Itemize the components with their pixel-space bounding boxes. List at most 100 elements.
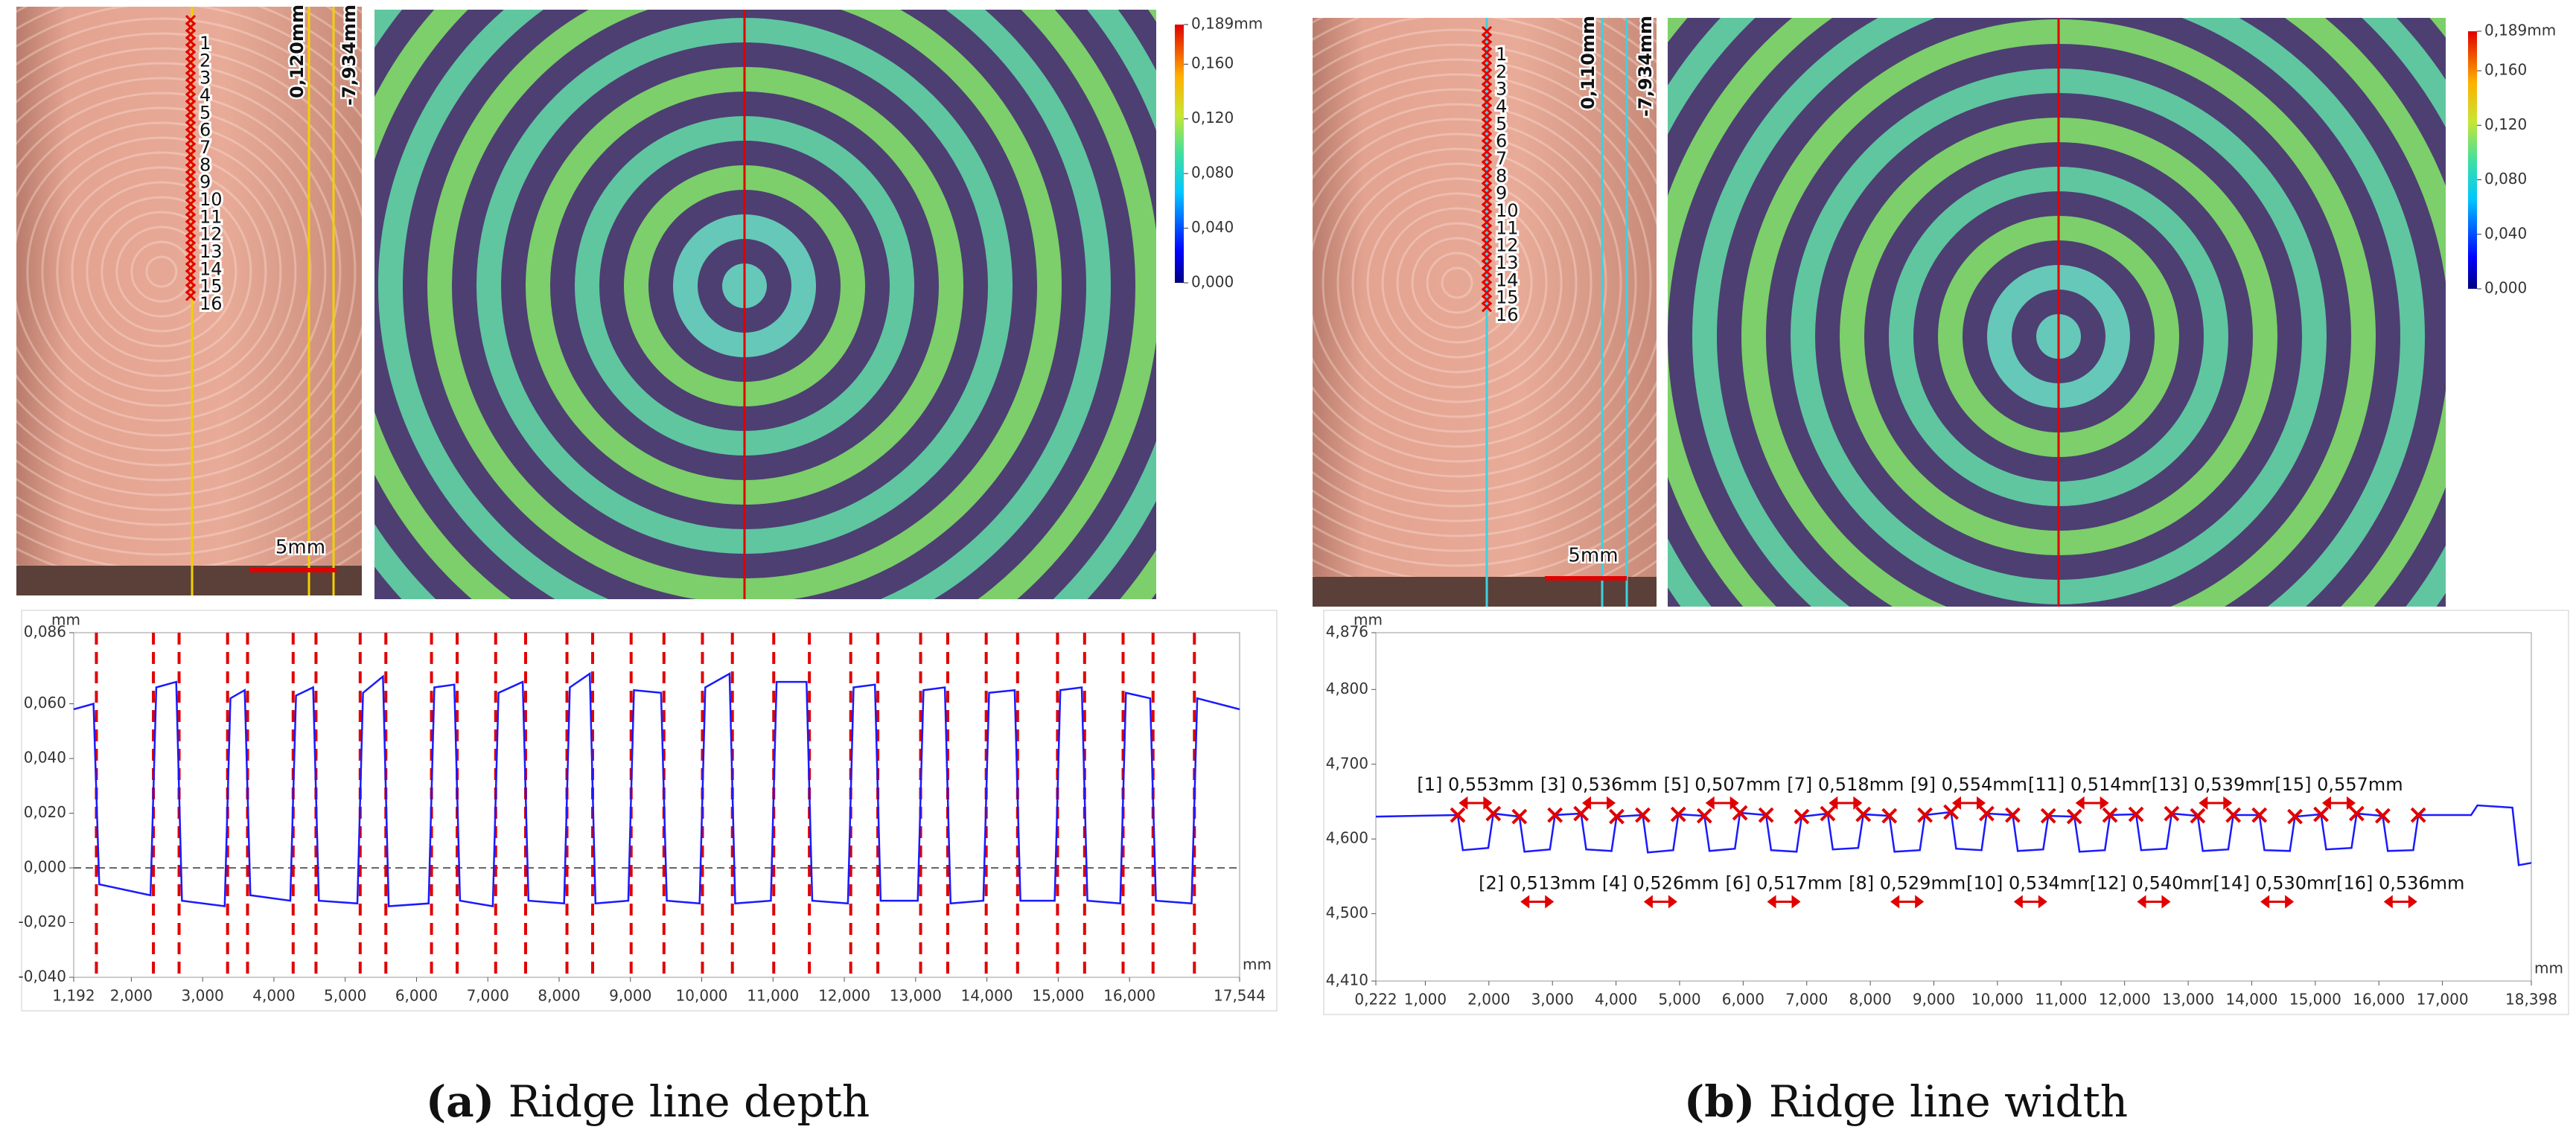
edge-marker — [1758, 807, 1774, 823]
width-arrow — [2075, 796, 2109, 810]
width-annotation: [13] 0,539mm — [2152, 774, 2280, 795]
edge-marker — [1450, 807, 1466, 823]
x-tick-label: 11,000 — [2035, 991, 2087, 1009]
point-label: 2 — [200, 50, 211, 71]
x-tick-label: 7,000 — [467, 987, 509, 1005]
y-tick-label: -0,040 — [19, 968, 66, 985]
point-label: 6 — [1496, 131, 1507, 152]
colorbar-label: 0,189mm — [1191, 15, 1263, 33]
x-tick-label: 11,000 — [747, 987, 799, 1005]
width-annotation: [1] 0,553mm — [1417, 774, 1534, 795]
colorbar-label: 0,160 — [2484, 61, 2527, 79]
x-tick-label: 9,000 — [609, 987, 651, 1005]
edge-marker — [1696, 808, 1712, 824]
caption: (a) Ridge line depth — [426, 1076, 870, 1127]
photo-ridge — [16, 47, 362, 496]
plot-area — [73, 632, 1240, 978]
chart-frame — [1323, 610, 2569, 1015]
colorbar-label: 0,189mm — [2484, 22, 2556, 39]
photo-ridge — [1313, 58, 1657, 508]
photo-ridge — [56, 166, 267, 377]
x-axis-unit: mm — [1243, 956, 1272, 974]
x-tick-label: 13,000 — [890, 987, 942, 1005]
photo-ridge — [1313, 88, 1652, 478]
edge-marker — [2313, 806, 2329, 822]
x-tick-label: 14,000 — [961, 987, 1013, 1005]
edge-marker — [2066, 808, 2082, 825]
width-arrow — [1767, 895, 1801, 909]
photo-ridge — [1313, 43, 1657, 523]
edge-marker — [2004, 807, 2021, 823]
x-tick-label: 13,000 — [2162, 991, 2214, 1009]
y-tick-label: 0,040 — [24, 749, 66, 767]
edge-marker — [2287, 808, 2303, 825]
photo-ridge — [1313, 118, 1622, 448]
edge-marker — [2102, 807, 2118, 823]
edge-marker — [1732, 805, 1748, 821]
width-arrow — [2199, 796, 2233, 810]
photo-ridge — [16, 7, 362, 541]
width-annotation: [16] 0,536mm — [2336, 872, 2464, 893]
width-arrow — [2383, 895, 2417, 909]
width-arrow — [2013, 895, 2047, 909]
point-label: 3 — [200, 68, 211, 89]
point-label: 10 — [200, 189, 223, 210]
y-tick-label: 0,020 — [24, 803, 66, 821]
photo-ridge — [16, 77, 357, 467]
offset-label: -7,934mm — [1635, 16, 1656, 117]
edge-marker — [1573, 805, 1590, 822]
photo-ridge — [16, 121, 312, 422]
photo-ridge — [1322, 147, 1593, 418]
edge-marker — [1670, 806, 1686, 822]
x-tick-label: 2,000 — [110, 987, 153, 1005]
point-label: 12 — [1496, 235, 1519, 256]
point-label: 11 — [200, 206, 223, 227]
photo-ridge — [115, 226, 208, 318]
edge-marker — [1794, 808, 1810, 825]
y-tick-label: 4,410 — [1326, 971, 1368, 989]
edge-marker — [2128, 806, 2144, 822]
colorbar-label: 0,120 — [1191, 109, 1234, 127]
offset-label: -7,934mm — [339, 4, 360, 106]
point-label: 1 — [1496, 44, 1507, 65]
y-tick-label: 4,600 — [1326, 829, 1368, 847]
y-axis-unit: mm — [1354, 611, 1383, 629]
point-marker — [185, 290, 197, 301]
width-annotation: [6] 0,517mm — [1725, 872, 1842, 893]
colorbar-label: 0,080 — [1191, 164, 1234, 182]
width-annotation: [4] 0,526mm — [1602, 872, 1719, 893]
point-label: 4 — [200, 85, 211, 106]
width-arrow — [1890, 895, 1925, 909]
photo-ridge — [1366, 192, 1548, 374]
photo-ridge — [1351, 177, 1563, 389]
edge-marker — [2251, 807, 2268, 823]
edge-marker — [1635, 807, 1651, 823]
edge-marker — [2374, 808, 2391, 824]
point-label: 7 — [200, 137, 211, 158]
profile-line — [73, 671, 1240, 907]
width-arrow — [1582, 796, 1616, 810]
edge-marker — [2225, 807, 2242, 823]
x-tick-label: 15,000 — [2289, 991, 2341, 1009]
caption-letter: (a) — [426, 1076, 494, 1127]
width-annotation: [9] 0,554mm — [1910, 774, 2027, 795]
colorbar-label: 0,120 — [2484, 115, 2527, 133]
point-label: 3 — [1496, 79, 1507, 100]
photo-ridge — [41, 151, 282, 392]
edge-marker — [2040, 808, 2056, 824]
edge-marker — [1917, 807, 1933, 823]
photo-ridge — [1313, 132, 1607, 433]
edge-marker — [2410, 807, 2426, 823]
x-tick-label: 15,000 — [1032, 987, 1084, 1005]
point-label: 10 — [1496, 200, 1519, 221]
x-tick-label: 17,544 — [1214, 987, 1266, 1005]
colorbar-label: 0,040 — [1191, 218, 1234, 236]
x-tick-label: 2,000 — [1467, 991, 1510, 1009]
width-arrow — [1458, 796, 1493, 810]
photo-ridge — [1313, 73, 1657, 493]
point-label: 8 — [200, 154, 211, 175]
point-label: 16 — [200, 293, 223, 314]
photo-background — [1313, 18, 1657, 607]
photo-ridge — [16, 7, 362, 556]
